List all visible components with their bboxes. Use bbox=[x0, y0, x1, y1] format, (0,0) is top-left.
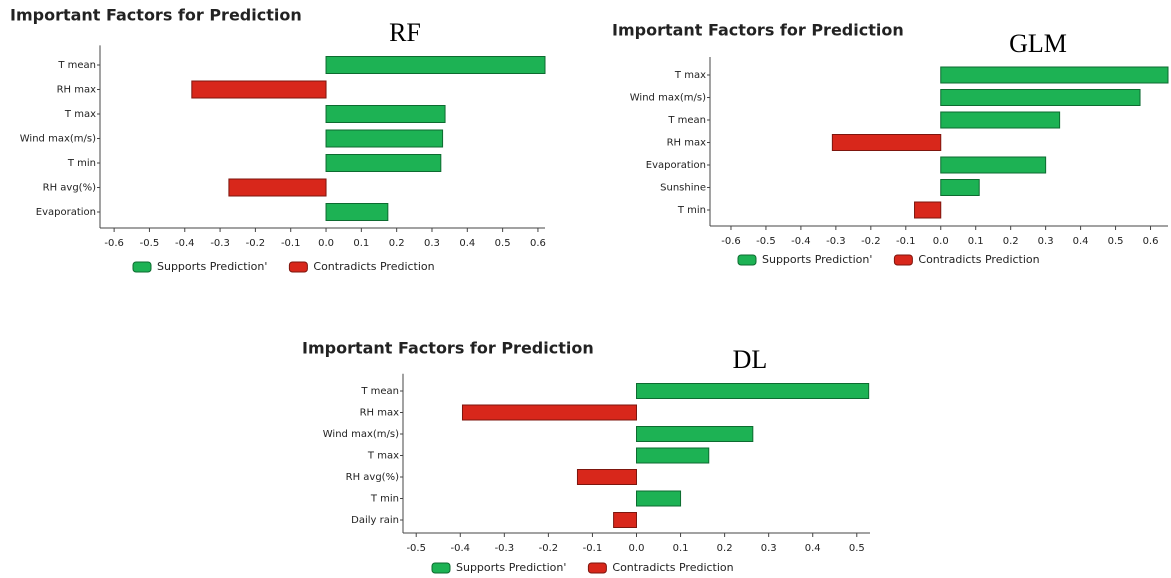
y-tick-label: T min bbox=[677, 205, 706, 216]
bar bbox=[191, 80, 327, 99]
y-tick-label: T mean bbox=[57, 60, 96, 71]
x-tick-label: 0.1 bbox=[353, 238, 369, 249]
x-tick-label: -0.6 bbox=[104, 238, 124, 249]
x-tick-label: 0.6 bbox=[1143, 236, 1159, 247]
x-tick-label: -0.1 bbox=[281, 238, 301, 249]
x-tick-label: -0.2 bbox=[861, 236, 881, 247]
x-tick-label: -0.4 bbox=[791, 236, 811, 247]
y-tick-label: Wind max(m/s) bbox=[630, 93, 706, 104]
x-tick-label: 0.2 bbox=[389, 238, 405, 249]
y-tick-label: T max bbox=[674, 70, 706, 81]
x-tick-label: -0.4 bbox=[451, 543, 471, 554]
model-label: GLM bbox=[1009, 29, 1067, 58]
x-tick-label: -0.6 bbox=[721, 236, 741, 247]
bar bbox=[940, 89, 1141, 106]
x-tick-label: 0.0 bbox=[933, 236, 949, 247]
legend-swatch bbox=[288, 261, 308, 273]
x-tick-label: 0.4 bbox=[805, 543, 821, 554]
x-tick-label: -0.3 bbox=[826, 236, 846, 247]
x-tick-label: -0.5 bbox=[140, 238, 160, 249]
x-tick-label: -0.2 bbox=[539, 543, 559, 554]
y-tick-label: RH max bbox=[667, 138, 707, 149]
bar bbox=[325, 129, 444, 148]
x-tick-label: 0.0 bbox=[629, 543, 645, 554]
y-tick-label: T mean bbox=[667, 115, 706, 126]
y-tick-label: T max bbox=[367, 451, 399, 462]
x-tick-label: 0.3 bbox=[1038, 236, 1054, 247]
x-tick-label: 0.1 bbox=[968, 236, 984, 247]
y-tick-label: Wind max(m/s) bbox=[323, 429, 399, 440]
bar bbox=[831, 134, 942, 151]
model-label: DL bbox=[733, 345, 768, 374]
y-tick-label: Wind max(m/s) bbox=[20, 134, 96, 145]
legend-swatch bbox=[132, 261, 152, 273]
bar bbox=[940, 179, 980, 196]
bar bbox=[613, 512, 638, 528]
bar bbox=[636, 490, 682, 507]
y-tick-label: T min bbox=[67, 158, 96, 169]
x-tick-label: 0.5 bbox=[1108, 236, 1124, 247]
y-tick-label: RH avg(%) bbox=[43, 183, 96, 194]
legend-swatch bbox=[737, 254, 757, 266]
legend-swatch bbox=[893, 254, 913, 266]
x-tick-label: 0.0 bbox=[318, 238, 334, 249]
y-tick-label: Evaporation bbox=[36, 207, 96, 218]
x-tick-label: 0.6 bbox=[530, 238, 546, 249]
y-tick-label: T min bbox=[370, 494, 399, 505]
bar bbox=[228, 178, 327, 197]
legend-label: Contradicts Prediction bbox=[612, 561, 733, 574]
y-tick-label: T mean bbox=[360, 386, 399, 397]
model-label: RF bbox=[389, 18, 421, 47]
chart-title: Important Factors for Prediction bbox=[10, 6, 302, 25]
y-tick-label: RH max bbox=[360, 408, 400, 419]
legend-label: Supports Prediction' bbox=[157, 260, 267, 273]
x-tick-label: -0.5 bbox=[406, 543, 426, 554]
legend-label: Contradicts Prediction bbox=[313, 260, 434, 273]
y-tick-label: RH avg(%) bbox=[346, 472, 399, 483]
x-tick-label: -0.3 bbox=[495, 543, 515, 554]
bar bbox=[636, 426, 754, 442]
chart-title: Important Factors for Prediction bbox=[302, 339, 594, 358]
x-tick-label: -0.5 bbox=[756, 236, 776, 247]
y-tick-label: T max bbox=[64, 109, 96, 120]
bar bbox=[636, 383, 870, 399]
legend-label: Contradicts Prediction bbox=[918, 253, 1039, 266]
x-tick-label: 0.5 bbox=[495, 238, 511, 249]
x-tick-label: -0.4 bbox=[175, 238, 195, 249]
bar bbox=[325, 56, 546, 74]
x-tick-label: 0.5 bbox=[849, 543, 865, 554]
bar bbox=[636, 447, 710, 464]
y-tick-label: Evaporation bbox=[646, 160, 706, 171]
x-tick-label: 0.4 bbox=[459, 238, 475, 249]
bar bbox=[325, 105, 446, 123]
x-tick-label: -0.1 bbox=[896, 236, 916, 247]
x-tick-label: 0.4 bbox=[1073, 236, 1089, 247]
bar bbox=[940, 156, 1047, 174]
x-tick-label: -0.2 bbox=[246, 238, 266, 249]
bar bbox=[576, 469, 638, 485]
x-tick-label: 0.3 bbox=[424, 238, 440, 249]
chart-title: Important Factors for Prediction bbox=[612, 21, 904, 40]
bar bbox=[325, 154, 442, 172]
legend-label: Supports Prediction' bbox=[762, 253, 872, 266]
x-tick-label: 0.3 bbox=[761, 543, 777, 554]
x-tick-label: 0.2 bbox=[1003, 236, 1019, 247]
bar bbox=[940, 66, 1169, 84]
bar bbox=[461, 404, 637, 421]
bar bbox=[325, 203, 389, 221]
legend-swatch bbox=[587, 562, 607, 574]
y-tick-label: RH max bbox=[57, 85, 97, 96]
x-tick-label: -0.1 bbox=[583, 543, 603, 554]
y-tick-label: Sunshine bbox=[660, 183, 706, 194]
legend-swatch bbox=[431, 562, 451, 574]
x-tick-label: 0.1 bbox=[673, 543, 689, 554]
bar bbox=[940, 111, 1061, 129]
bar bbox=[914, 201, 942, 219]
y-tick-label: Daily rain bbox=[351, 515, 399, 526]
legend-label: Supports Prediction' bbox=[456, 561, 566, 574]
x-tick-label: 0.2 bbox=[717, 543, 733, 554]
x-tick-label: -0.3 bbox=[210, 238, 230, 249]
